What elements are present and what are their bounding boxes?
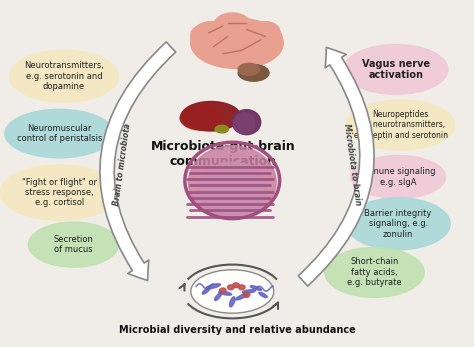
Text: "Fight or flight" or
stress response,
e.g. cortisol: "Fight or flight" or stress response, e.… <box>22 178 97 208</box>
Text: Microbial diversity and relative abundance: Microbial diversity and relative abundan… <box>118 325 356 335</box>
Text: Neurotransmitters,
e.g. serotonin and
dopamine: Neurotransmitters, e.g. serotonin and do… <box>24 61 104 91</box>
Ellipse shape <box>229 297 235 307</box>
Text: Microbiota-gut-brain
communication: Microbiota-gut-brain communication <box>150 141 295 168</box>
Ellipse shape <box>215 293 221 301</box>
Ellipse shape <box>219 291 232 295</box>
Text: Microbiota to brain: Microbiota to brain <box>342 124 362 206</box>
Ellipse shape <box>251 22 280 41</box>
Text: Short-chain
fatty acids,
e.g. butyrate: Short-chain fatty acids, e.g. butyrate <box>347 257 402 287</box>
Ellipse shape <box>28 222 118 267</box>
Ellipse shape <box>191 22 231 55</box>
Ellipse shape <box>351 155 446 198</box>
FancyArrowPatch shape <box>298 47 374 286</box>
Text: Brain to microbiota: Brain to microbiota <box>112 123 133 206</box>
Ellipse shape <box>344 44 448 94</box>
Text: Immune signaling
e.g. sIgA: Immune signaling e.g. sIgA <box>360 167 436 187</box>
Ellipse shape <box>9 50 119 102</box>
Circle shape <box>219 288 226 293</box>
Ellipse shape <box>198 162 266 216</box>
Ellipse shape <box>191 25 217 44</box>
Text: Barrier integrity
signaling, e.g.
zonulin: Barrier integrity signaling, e.g. zonuli… <box>365 209 432 239</box>
Ellipse shape <box>259 292 267 298</box>
Ellipse shape <box>238 63 260 75</box>
Ellipse shape <box>250 286 262 290</box>
Ellipse shape <box>242 290 255 293</box>
Ellipse shape <box>191 18 283 69</box>
Ellipse shape <box>346 100 455 150</box>
Ellipse shape <box>191 270 274 313</box>
Text: Vagus nerve
activation: Vagus nerve activation <box>362 59 430 80</box>
Ellipse shape <box>214 13 250 35</box>
Ellipse shape <box>180 106 223 130</box>
Text: Secretion
of mucus: Secretion of mucus <box>54 235 93 254</box>
Ellipse shape <box>206 284 220 289</box>
Ellipse shape <box>202 287 210 294</box>
Circle shape <box>228 285 234 290</box>
Ellipse shape <box>238 65 269 81</box>
FancyArrowPatch shape <box>100 42 176 281</box>
Circle shape <box>238 285 245 290</box>
Circle shape <box>233 283 239 288</box>
Ellipse shape <box>233 113 255 134</box>
Ellipse shape <box>236 294 248 300</box>
Ellipse shape <box>0 165 118 220</box>
Ellipse shape <box>5 109 114 158</box>
Ellipse shape <box>188 146 276 219</box>
Ellipse shape <box>232 110 261 135</box>
Circle shape <box>243 293 250 297</box>
Ellipse shape <box>346 198 450 250</box>
Ellipse shape <box>239 23 282 54</box>
Ellipse shape <box>325 247 424 297</box>
Text: Neuromuscular
control of peristalsis: Neuromuscular control of peristalsis <box>17 124 102 143</box>
Text: Neuropeptides
and neurotransmitters,
e.g. leptin and serotonin: Neuropeptides and neurotransmitters, e.g… <box>354 110 447 140</box>
Ellipse shape <box>215 125 228 133</box>
Ellipse shape <box>181 101 241 131</box>
